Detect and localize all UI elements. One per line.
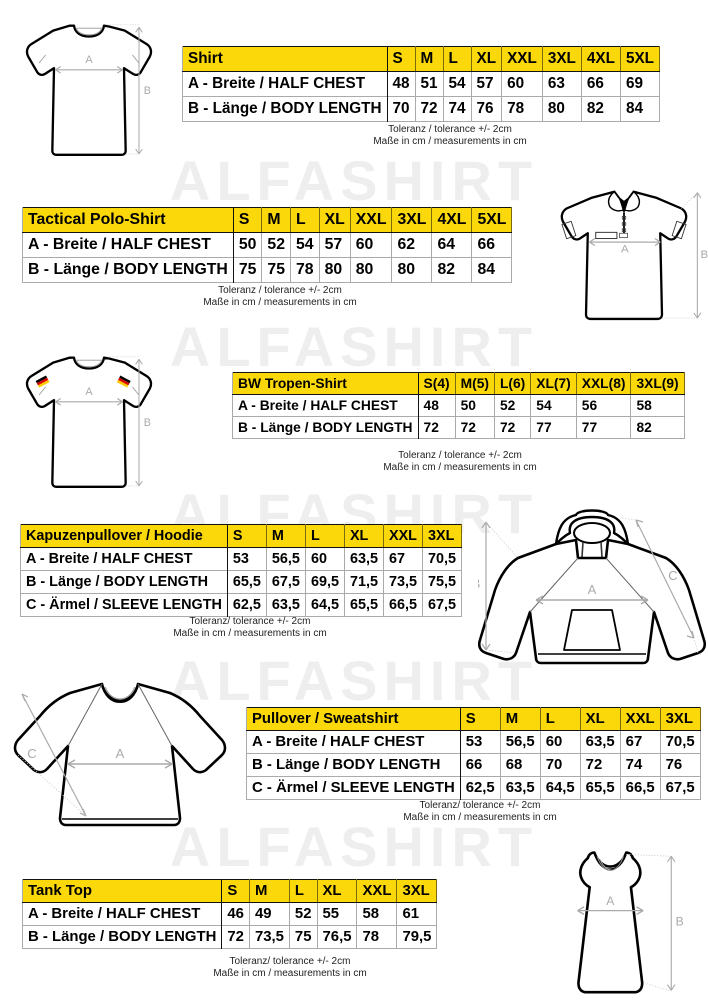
svg-text:A: A	[85, 54, 93, 66]
svg-text:A: A	[621, 244, 629, 256]
svg-text:B: B	[144, 417, 151, 429]
svg-text:A: A	[116, 746, 125, 761]
svg-text:B: B	[676, 915, 684, 929]
svg-text:C: C	[668, 568, 677, 583]
svg-text:A: A	[85, 386, 93, 398]
svg-text:B: B	[144, 85, 151, 97]
svg-text:B: B	[701, 249, 708, 261]
svg-text:C: C	[27, 746, 36, 761]
svg-text:A: A	[588, 582, 597, 597]
svg-text:A: A	[606, 894, 615, 908]
svg-text:B: B	[478, 576, 480, 591]
